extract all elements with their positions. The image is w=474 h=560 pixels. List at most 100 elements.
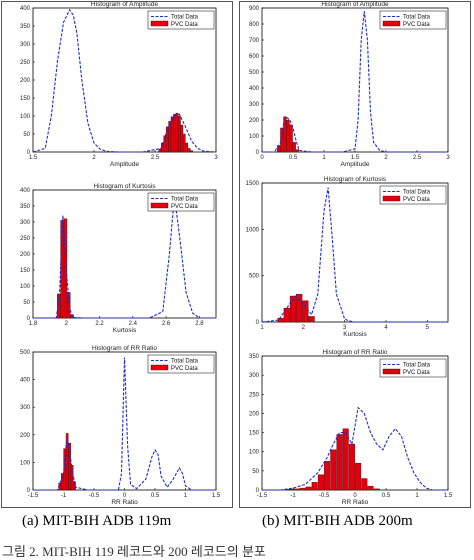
legend-pvc-label: PVC Data	[171, 204, 198, 210]
x-tick-label: -1.5	[257, 493, 268, 499]
caption-119m: (a) MIT-BIH ADB 119m	[22, 513, 172, 529]
y-tick-label: 200	[20, 433, 31, 439]
y-tick-label: 700	[249, 38, 260, 44]
legend-pvc-label: PVC Data	[403, 22, 430, 28]
y-tick-label: 100	[20, 114, 31, 120]
x-tick-label: 0	[123, 493, 127, 499]
x-tick-label: 2.8	[195, 321, 204, 327]
x-tick-label: 0.5	[382, 493, 391, 499]
y-tick-label: 400	[20, 6, 31, 12]
pvc-bar	[68, 442, 71, 491]
x-tick-label: 1	[322, 155, 326, 161]
y-tick-label: 250	[249, 392, 260, 398]
x-tick-label: 2	[384, 155, 388, 161]
y-tick-label: 150	[249, 431, 260, 437]
y-tick-label: 200	[20, 78, 31, 84]
x-tick-label: 2	[65, 321, 69, 327]
x-tick-label: -0.5	[89, 493, 100, 499]
chart-title: Histogram of Amplitude	[321, 1, 389, 8]
y-tick-label: 400	[20, 188, 31, 194]
pvc-bar	[178, 115, 181, 153]
legend-pvc-swatch	[150, 364, 169, 371]
total-data-line	[33, 196, 216, 319]
pvc-bar	[299, 487, 306, 491]
pvc-bar	[165, 126, 169, 153]
y-tick-label: 400	[20, 378, 31, 384]
pvc-bar	[57, 293, 61, 319]
pvc-bar	[324, 461, 331, 491]
x-tick-label: 1.5	[444, 493, 453, 499]
pvc-bar	[60, 473, 64, 491]
x-tick-label: 3	[446, 155, 450, 161]
pvc-bar	[283, 116, 287, 153]
figure: Histogram of Amplitude 1.5 2 2.5 3 Amplitude 0…	[1, 1, 471, 508]
legend-pvc-swatch	[150, 202, 169, 209]
pvc-bar	[277, 318, 284, 323]
chart-200-rr-ratio: Histogram of RR Ratio -1.5 -1 -0.5 0 0.5 1 1.5 R…	[249, 349, 453, 506]
caption-200m: (b) MIT-BIH ADB 200m	[262, 513, 413, 529]
plot-area	[261, 7, 449, 153]
y-tick-label: 300	[20, 220, 31, 226]
pvc-bar	[173, 113, 176, 153]
x-axis-label: RR Ratio	[111, 499, 138, 506]
y-tick-label: 150	[20, 268, 31, 274]
y-tick-label: 350	[20, 24, 31, 30]
pvc-bar	[361, 478, 368, 491]
pvc-bar	[295, 149, 299, 153]
x-tick-label: 2	[302, 325, 306, 331]
pvc-bar	[292, 142, 296, 153]
pvc-bar	[289, 295, 297, 323]
y-tick-label: 800	[249, 22, 260, 28]
total-data-line	[262, 11, 448, 153]
legend-pvc-label: PVC Data	[171, 366, 198, 372]
total-data-line	[33, 357, 216, 491]
pvc-bar	[182, 133, 186, 153]
x-tick-label: 2	[92, 155, 96, 161]
chart-title: Histogram of RR Ratio	[92, 345, 157, 352]
y-tick-label: 350	[20, 204, 31, 210]
chart-119-rr-ratio: Histogram of RR Ratio -1.5 -1 -0.5 0 0.5 1 1.5 R…	[20, 345, 221, 506]
y-tick-label: 600	[249, 54, 260, 60]
legend-pvc-swatch	[382, 195, 401, 202]
x-tick-label: 5	[426, 325, 430, 331]
pvc-bar	[311, 482, 318, 491]
chart-119-kurtosis: Histogram of Kurtosis 1.8 2 2.2 2.4 2.6 2.8 Kur…	[20, 183, 217, 334]
pvc-bar	[65, 433, 69, 491]
x-tick-label: 1	[415, 493, 419, 499]
pvc-bar	[190, 150, 193, 153]
y-tick-label: 250	[20, 60, 31, 66]
x-tick-label: 2.5	[151, 155, 160, 161]
y-tick-label: 1000	[246, 227, 260, 233]
plot-area	[32, 7, 217, 153]
pvc-bar	[302, 300, 309, 323]
y-tick-label: 100	[20, 460, 31, 466]
x-tick-label: 1.5	[351, 155, 360, 161]
pvc-bar	[170, 116, 174, 153]
x-axis-label: Kurtosis	[343, 331, 367, 338]
chart-200-kurtosis: Histogram of Kurtosis 1 2 3 4 5 Kurtosis 0 500 10…	[246, 176, 449, 338]
panel-frame-119m	[1, 1, 233, 508]
y-tick-label: 200	[249, 118, 260, 124]
pvc-bar	[163, 135, 167, 153]
y-tick-label: 500	[249, 70, 260, 76]
x-tick-label: 1	[184, 493, 188, 499]
y-tick-label: 400	[249, 86, 260, 92]
x-tick-label: -1	[61, 493, 67, 499]
chart-119-amplitude: Histogram of Amplitude 1.5 2 2.5 3 Amplitude 0…	[20, 1, 218, 168]
pvc-bar	[355, 463, 362, 491]
x-tick-label: 0	[353, 493, 357, 499]
legend-pvc-label: PVC Data	[403, 197, 430, 203]
pvc-bar	[305, 486, 312, 491]
y-tick-label: 300	[20, 42, 31, 48]
pvc-bar	[317, 474, 324, 491]
y-tick-label: 0	[27, 316, 31, 322]
pvc-bar	[367, 485, 374, 491]
x-tick-label: 1.5	[29, 155, 38, 161]
pvc-bar	[187, 148, 191, 153]
x-tick-label: 3	[214, 155, 218, 161]
pvc-bar	[336, 434, 343, 491]
x-tick-label: 1.8	[29, 321, 38, 327]
legend-pvc-label: PVC Data	[171, 22, 198, 28]
